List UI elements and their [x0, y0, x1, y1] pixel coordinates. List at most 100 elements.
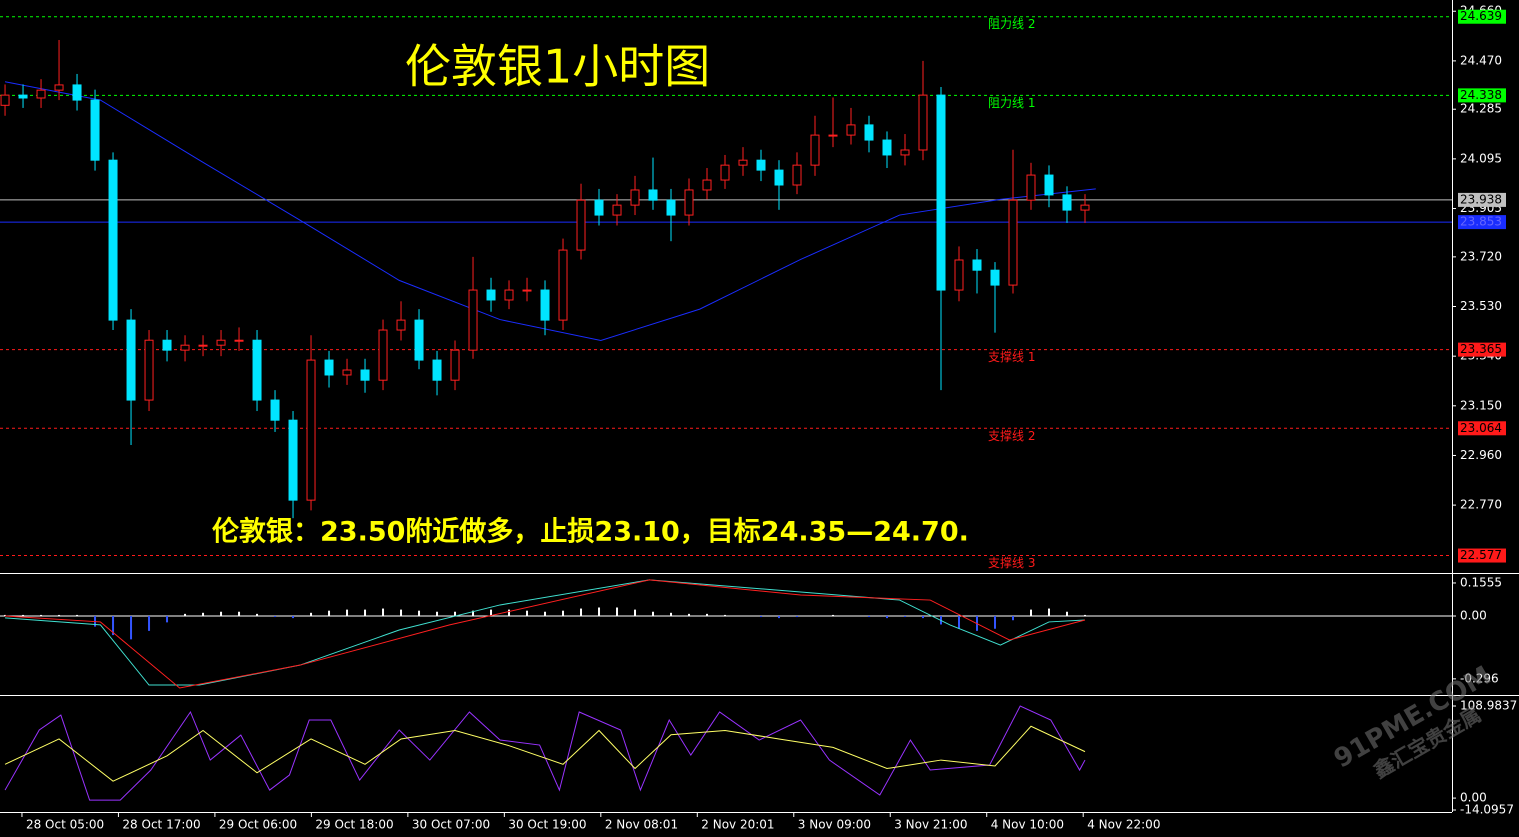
histogram-bar	[598, 607, 601, 616]
histogram-bar	[112, 615, 115, 636]
candle-body	[360, 369, 370, 381]
candle-body	[900, 149, 910, 156]
histogram-bar	[868, 615, 871, 618]
y-tick-label: 0.1555	[1460, 575, 1502, 589]
candle-body	[54, 84, 64, 91]
candle-body	[432, 359, 442, 381]
level-value: 22.577	[1460, 548, 1502, 562]
histogram-bar	[760, 615, 763, 618]
histogram-bar	[724, 614, 727, 616]
level-value: 24.338	[1460, 88, 1502, 102]
x-tick-label: 2 Nov 08:01	[605, 818, 678, 832]
candle-body	[648, 189, 658, 201]
histogram-bar	[274, 615, 277, 618]
candle-body	[918, 94, 928, 151]
histogram-bar	[778, 615, 781, 619]
x-tick-label: 4 Nov 22:00	[1087, 818, 1160, 832]
candle-body	[756, 159, 766, 171]
histogram-bar	[616, 607, 619, 616]
histogram-bar	[688, 613, 691, 616]
y-tick-label: 24.285	[1460, 102, 1502, 116]
y-tick-label: 108.9837	[1460, 699, 1517, 713]
y-tick-label: 22.960	[1460, 448, 1502, 462]
indicator-line	[4, 81, 1096, 341]
histogram-bar	[544, 611, 547, 616]
candle-body	[0, 94, 10, 106]
histogram-bar	[130, 615, 133, 640]
x-tick-label: 3 Nov 21:00	[894, 818, 967, 832]
candle-body	[594, 199, 604, 216]
y-tick-label: 24.095	[1460, 151, 1502, 165]
candle-body	[558, 249, 568, 321]
level-box	[1458, 88, 1506, 103]
candle-body	[666, 199, 676, 216]
candle-body	[630, 189, 640, 206]
histogram-bar	[993, 615, 996, 629]
candle-body	[1008, 199, 1018, 286]
y-tick-label: 23.150	[1460, 398, 1502, 412]
level-value: 23.938	[1460, 192, 1502, 206]
histogram-bar	[886, 615, 889, 619]
histogram-bar	[328, 610, 331, 616]
x-tick-label: 30 Oct 07:00	[412, 818, 490, 832]
indicator-line	[5, 579, 1086, 686]
y-tick-label: 23.530	[1460, 299, 1502, 313]
candle-body	[288, 419, 298, 501]
level-label: 阻力线 1	[988, 96, 1035, 110]
histogram-bar	[904, 615, 907, 618]
candle-body	[972, 259, 982, 271]
candle-body	[468, 289, 478, 351]
candle-body	[846, 124, 856, 136]
candle-body	[828, 134, 838, 137]
histogram-bar	[364, 609, 367, 616]
candle-body	[396, 319, 406, 331]
candle-body	[522, 289, 532, 292]
level-box	[1458, 548, 1506, 563]
histogram-bar	[454, 611, 457, 616]
level-box	[1458, 215, 1506, 230]
indicator-line	[4, 705, 1086, 801]
candle-body	[90, 99, 100, 161]
x-tick-label: 3 Nov 09:00	[798, 818, 871, 832]
candle-body	[342, 369, 352, 376]
level-value: 24.639	[1460, 9, 1502, 23]
candle-body	[270, 399, 280, 421]
histogram-bar	[1011, 615, 1014, 621]
histogram-bar	[508, 609, 511, 616]
x-tick-label: 30 Oct 19:00	[508, 818, 586, 832]
histogram-bar	[1083, 614, 1086, 616]
candle-body	[324, 359, 334, 376]
level-label: 支撑线 1	[988, 349, 1035, 364]
histogram-bar	[796, 615, 799, 618]
level-label: 阻力线 2	[988, 17, 1035, 31]
histogram-bar	[148, 615, 151, 631]
candle-body	[216, 339, 226, 346]
candle-body	[738, 159, 748, 166]
candle-body	[450, 349, 460, 381]
histogram-bar	[400, 609, 403, 616]
candle-body	[252, 339, 262, 401]
candle-body	[504, 289, 514, 301]
candle-body	[954, 259, 964, 291]
indicator-line	[4, 725, 1086, 782]
histogram-bar	[1047, 608, 1050, 616]
candle-body	[36, 89, 46, 99]
level-label: 支撑线 3	[988, 555, 1035, 570]
histogram-bar	[526, 610, 529, 616]
candle-body	[306, 359, 316, 501]
y-tick-label: 0.00	[1460, 791, 1487, 805]
histogram-bar	[238, 611, 241, 616]
histogram-bar	[742, 615, 745, 617]
level-value: 23.365	[1460, 342, 1502, 356]
histogram-bar	[166, 615, 169, 623]
annotation: 伦敦银：23.50附近做多，止损23.10，目标24.35—24.70.	[212, 516, 969, 548]
histogram-bar	[346, 609, 349, 616]
candle-body	[810, 134, 820, 166]
histogram-bar	[706, 613, 709, 616]
candle-body	[234, 339, 244, 342]
candle-body	[72, 84, 82, 101]
histogram-bar	[256, 613, 259, 616]
histogram-bar	[1065, 611, 1068, 616]
